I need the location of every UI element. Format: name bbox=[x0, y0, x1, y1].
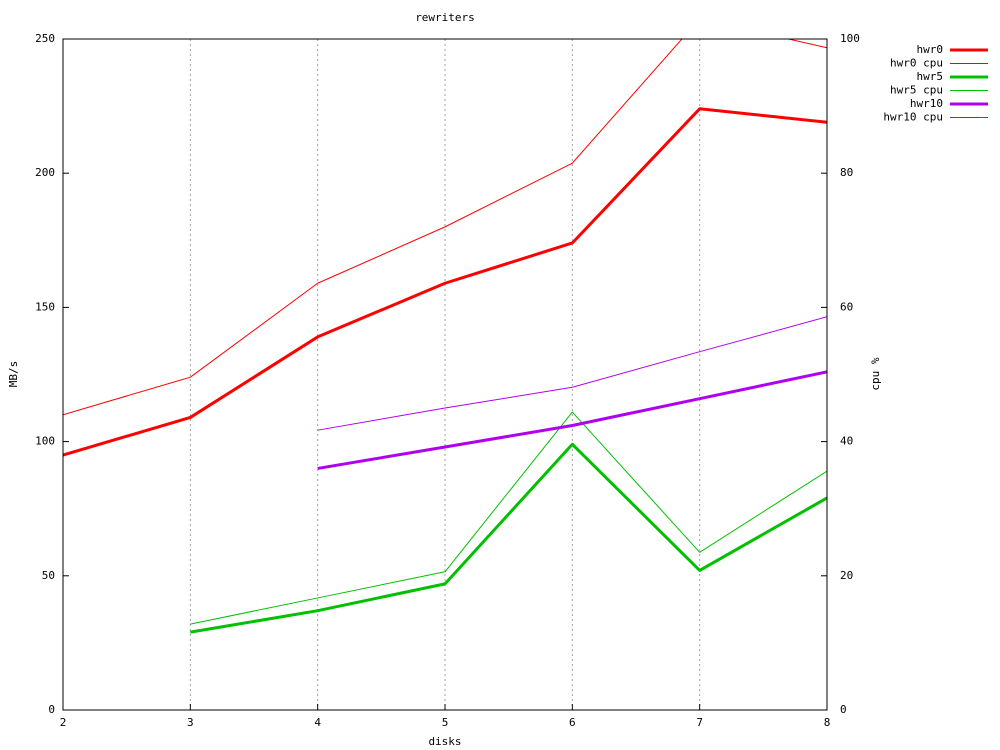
y-tick-label: 150 bbox=[35, 300, 55, 313]
y2-axis-title: cpu % bbox=[869, 357, 882, 390]
series-line bbox=[63, 39, 827, 416]
y-tick-label: 0 bbox=[48, 703, 55, 716]
series-line bbox=[63, 107, 827, 457]
x-tick-label: 6 bbox=[569, 716, 576, 729]
y-tick-label: 200 bbox=[35, 166, 55, 179]
y2-tick-label: 40 bbox=[840, 435, 853, 448]
series-line bbox=[190, 411, 827, 625]
y2-tick-label: 100 bbox=[840, 32, 860, 45]
y2-tick-label: 20 bbox=[840, 569, 853, 582]
legend-label: hwr0 cpu bbox=[890, 57, 943, 70]
x-tick-label: 8 bbox=[824, 716, 831, 729]
x-tick-label: 4 bbox=[314, 716, 321, 729]
legend-label: hwr5 bbox=[917, 70, 944, 83]
chart-title: rewriters bbox=[415, 11, 475, 24]
legend-label: hwr10 bbox=[910, 97, 943, 110]
y-axis-title: MB/s bbox=[7, 361, 20, 388]
y-tick-label: 250 bbox=[35, 32, 55, 45]
legend-label: hwr0 bbox=[917, 43, 944, 56]
y2-tick-label: 0 bbox=[840, 703, 847, 716]
x-tick-label: 3 bbox=[187, 716, 194, 729]
x-axis-title: disks bbox=[428, 735, 461, 748]
y-tick-label: 100 bbox=[35, 435, 55, 448]
legend-label: hwr5 cpu bbox=[890, 84, 943, 97]
y-tick-label: 50 bbox=[42, 569, 55, 582]
y2-tick-label: 80 bbox=[840, 166, 853, 179]
x-tick-label: 7 bbox=[696, 716, 703, 729]
x-tick-label: 5 bbox=[442, 716, 449, 729]
series-line bbox=[317, 316, 827, 431]
legend-label: hwr10 cpu bbox=[883, 111, 943, 124]
x-tick-label: 2 bbox=[60, 716, 67, 729]
y2-tick-label: 60 bbox=[840, 300, 853, 313]
series-line bbox=[317, 370, 827, 470]
series-line bbox=[190, 442, 827, 634]
